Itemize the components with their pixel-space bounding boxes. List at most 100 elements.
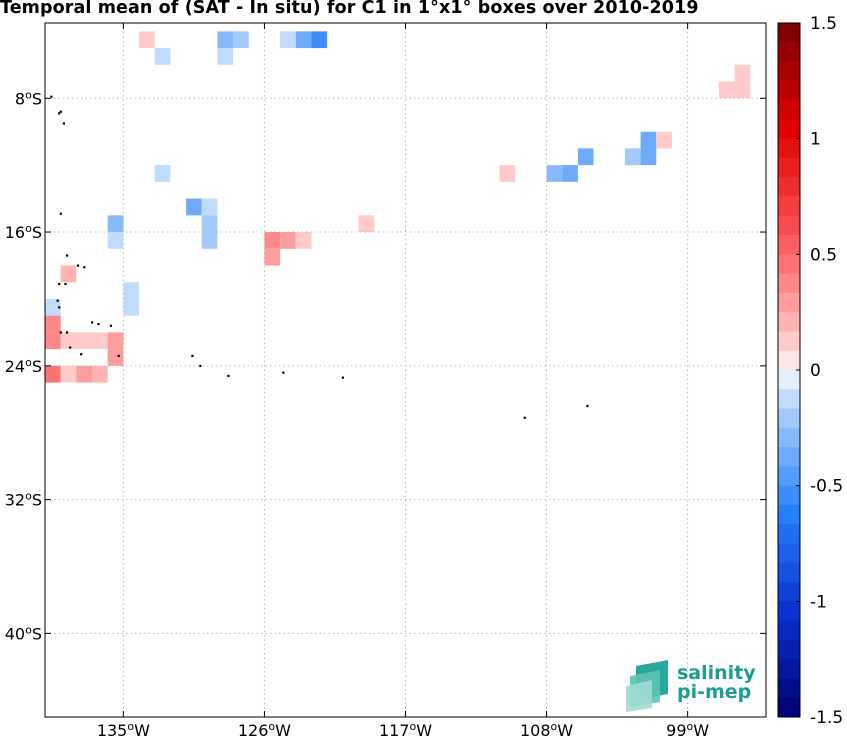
- colorbar-segment: [778, 350, 800, 371]
- heatmap-cell: [624, 148, 641, 166]
- colorbar-segment: [778, 639, 800, 660]
- y-tick-label: 32oS: [5, 490, 42, 510]
- island-mark: [76, 264, 80, 267]
- heatmap-cell: [107, 215, 124, 233]
- heatmap-cell: [499, 165, 516, 182]
- colorbar-segment: [778, 447, 800, 467]
- heatmap-cell: [186, 198, 202, 216]
- colorbar-segment: [778, 678, 800, 699]
- heatmap-cell: [577, 148, 594, 166]
- island-mark: [50, 95, 53, 98]
- island-mark: [58, 306, 61, 309]
- heatmap-cell: [107, 332, 124, 350]
- heatmap-cell: [280, 31, 296, 49]
- plot-frame: [44, 22, 767, 718]
- logo-layer-shape: [626, 680, 652, 712]
- heatmap-cell: [45, 298, 61, 316]
- island-mark: [117, 354, 120, 357]
- heatmap-cell: [201, 215, 218, 233]
- island-mark: [58, 282, 61, 286]
- logo-text-line1: salinity: [677, 662, 756, 684]
- colorbar-segment: [778, 582, 800, 602]
- heatmap-cell: [60, 365, 77, 383]
- colorbar-segment: [778, 100, 800, 120]
- x-tick-label: 108oW: [520, 720, 573, 740]
- heatmap-cell: [107, 232, 124, 249]
- island-mark: [91, 321, 94, 324]
- colorbar-tick-label: 1: [810, 130, 821, 150]
- colorbar-segment: [778, 562, 800, 583]
- heatmap-cell: [154, 48, 171, 65]
- x-tick-label: 126oW: [238, 720, 291, 740]
- heatmap-cell: [217, 31, 234, 49]
- heatmap-cell: [546, 165, 563, 182]
- heatmap-cell: [60, 332, 77, 350]
- y-tick-label: 40oS: [5, 623, 42, 643]
- heatmap-cell: [295, 232, 312, 249]
- colorbar-segment: [778, 485, 800, 506]
- heatmap-cell: [92, 332, 108, 350]
- heatmap-cell: [264, 248, 281, 266]
- heatmap-cell: [233, 31, 249, 49]
- colorbar-segment: [778, 138, 800, 159]
- colorbar: 1.5 1 0.5 0 -0.5 -1 -1.5: [777, 14, 843, 728]
- island-mark: [227, 374, 230, 378]
- island-mark: [59, 331, 62, 334]
- heatmap-cell: [154, 165, 171, 182]
- heatmap-cell: [358, 215, 375, 233]
- heatmap-cell: [734, 81, 751, 99]
- colorbar-segment: [778, 466, 800, 487]
- heatmap-cell: [640, 148, 657, 166]
- heatmap-cell: [201, 198, 218, 216]
- colorbar-segment: [778, 370, 800, 390]
- heatmap-cell: [718, 81, 735, 99]
- colorbar-segment: [778, 157, 800, 178]
- heatmap-cell: [45, 365, 61, 383]
- colorbar-segment: [778, 235, 800, 255]
- heatmap-cell: [640, 131, 657, 149]
- colorbar-segment: [778, 504, 800, 525]
- colorbar-segment: [778, 292, 800, 313]
- island-mark: [282, 371, 285, 374]
- island-mark: [62, 122, 66, 125]
- colorbar-segment: [778, 408, 800, 429]
- colorbar-segment: [778, 215, 800, 236]
- colorbar-segment: [778, 312, 800, 332]
- colorbar-segment: [778, 196, 800, 217]
- x-tick-label: 117oW: [379, 720, 432, 740]
- island-mark: [80, 353, 83, 356]
- colorbar-tick-label: 1.5: [810, 14, 837, 34]
- colorbar-segment: [778, 659, 800, 679]
- heatmap-cell: [123, 298, 140, 316]
- heatmap-cell: [311, 31, 328, 49]
- heatmap-cell: [92, 365, 108, 383]
- colorbar-segment: [778, 119, 800, 140]
- island-mark: [199, 364, 202, 368]
- colorbar-segment: [778, 389, 800, 409]
- heatmap-cell: [562, 165, 578, 182]
- island-mark: [586, 404, 589, 408]
- colorbar-segment: [778, 601, 800, 622]
- island-mark: [58, 112, 61, 115]
- x-tick-label: 135oW: [97, 720, 150, 740]
- island-mark: [64, 282, 67, 286]
- island-mark: [69, 346, 72, 349]
- colorbar-tick-label: -1.5: [810, 708, 843, 728]
- heatmap-cell: [217, 48, 234, 65]
- colorbar-segment: [778, 61, 800, 82]
- plot-area: 135oW 126oW 117oW 108oW 99oW 8oS 16oS 24oS 32oS 4…: [5, 22, 767, 740]
- y-tick-label: 16oS: [5, 222, 42, 242]
- island-mark: [65, 254, 69, 257]
- island-mark: [65, 331, 69, 334]
- island-mark: [523, 416, 526, 419]
- colorbar-segment: [778, 331, 800, 352]
- heatmap-cell: [734, 64, 751, 82]
- y-tick-label: 8oS: [15, 88, 42, 108]
- heatmap-cell: [76, 365, 93, 383]
- y-tick-label: 24oS: [5, 356, 42, 376]
- heatmap-cell: [201, 232, 218, 249]
- heatmap-cell: [656, 131, 672, 149]
- x-tick-label: 99oW: [666, 720, 709, 740]
- island-mark: [59, 212, 62, 215]
